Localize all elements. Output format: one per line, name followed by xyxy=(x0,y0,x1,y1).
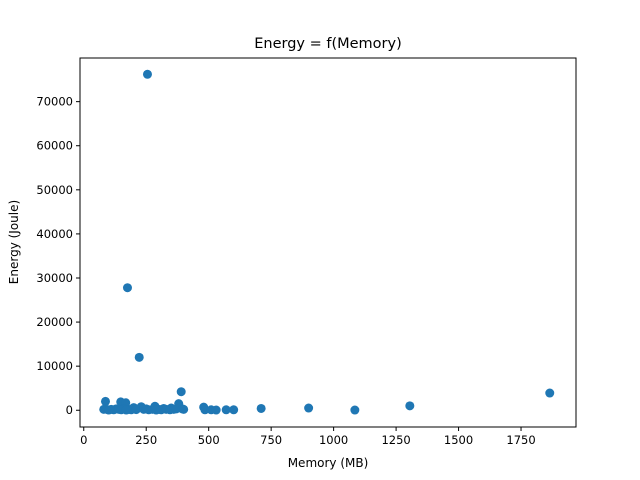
data-point xyxy=(151,405,161,415)
y-tick-label: 70000 xyxy=(36,95,73,109)
x-axis-ticks: 0 250 500 750 1000 1250 1500 1750 xyxy=(80,427,536,447)
data-point xyxy=(211,405,221,415)
data-point xyxy=(100,396,110,406)
data-point xyxy=(256,403,266,413)
data-point xyxy=(134,352,144,362)
data-point xyxy=(171,404,181,414)
y-tick-label: 20000 xyxy=(36,315,73,329)
y-tick-label: 30000 xyxy=(36,271,73,285)
x-tick-label: 1750 xyxy=(506,433,535,447)
y-axis-label: Energy (Joule) xyxy=(7,200,21,284)
x-tick-label: 1500 xyxy=(444,433,473,447)
data-point xyxy=(229,405,239,415)
data-point xyxy=(142,69,152,79)
data-point xyxy=(131,405,141,415)
x-axis-label: Memory (MB) xyxy=(288,456,369,470)
x-tick-label: 750 xyxy=(260,433,282,447)
data-point xyxy=(200,405,210,415)
data-point xyxy=(405,401,415,411)
x-tick-label: 0 xyxy=(80,433,87,447)
data-point xyxy=(304,403,314,413)
data-point xyxy=(545,388,555,398)
y-tick-label: 40000 xyxy=(36,227,73,241)
data-point xyxy=(176,387,186,397)
plot-area xyxy=(99,69,555,415)
x-tick-label: 250 xyxy=(135,433,157,447)
y-axis-ticks: 0 10000 20000 30000 40000 50000 60000 70000 xyxy=(36,95,80,417)
data-point xyxy=(121,405,131,415)
data-point xyxy=(141,404,151,414)
axes-frame xyxy=(79,57,577,428)
y-tick-label: 60000 xyxy=(36,139,73,153)
y-tick-label: 0 xyxy=(66,403,73,417)
data-point xyxy=(350,405,360,415)
x-tick-label: 500 xyxy=(198,433,220,447)
data-point xyxy=(221,405,231,415)
data-point xyxy=(122,283,132,293)
data-point xyxy=(179,404,189,414)
x-tick-label: 1000 xyxy=(319,433,348,447)
y-tick-label: 10000 xyxy=(36,359,73,373)
data-point xyxy=(104,405,114,415)
y-tick-label: 50000 xyxy=(36,183,73,197)
chart-title: Energy = f(Memory) xyxy=(254,36,402,52)
x-tick-label: 1250 xyxy=(381,433,410,447)
